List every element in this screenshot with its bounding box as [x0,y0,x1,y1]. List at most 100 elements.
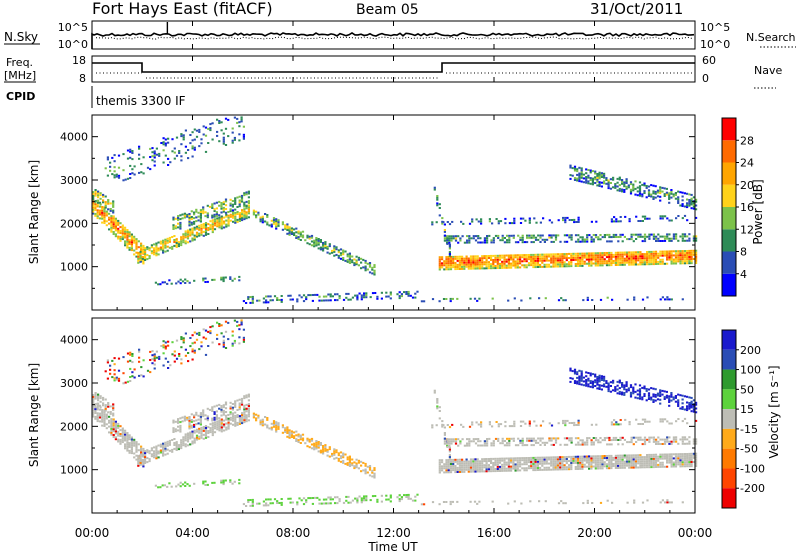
power-cell [588,254,591,257]
power-cell [199,216,202,219]
power-cell [155,147,158,150]
velocity-cell [594,381,597,384]
power-cell [162,141,165,144]
velocity-cell [562,419,565,422]
velocity-cell [573,424,576,427]
velocity-cell [295,434,298,437]
power-cell [650,233,653,236]
power-cell [231,131,234,134]
velocity-cell [559,468,562,471]
power-cell [496,258,499,261]
power-cell [646,296,649,299]
velocity-cell [449,461,453,463]
power-cell [514,254,517,257]
power-cell [199,220,202,223]
velocity-cell [218,343,221,346]
power-cell [184,278,187,281]
power-cell [355,259,358,262]
power-cell [596,174,599,177]
power-cell [634,253,637,256]
velocity-cell [139,455,142,458]
velocity-cell [317,450,320,453]
velocity-cell [681,402,684,405]
power-cell [668,219,671,222]
velocity-cell [229,481,232,483]
power-cell [195,235,199,238]
velocity-cell [96,408,99,411]
velocity-cell [521,442,524,444]
power-cell [579,260,582,263]
velocity-cell [541,462,544,465]
velocity-cell [218,423,221,426]
power-cell [275,225,278,228]
velocity-cell [241,418,244,421]
velocity-cell [647,388,651,391]
power-cell [162,161,165,164]
velocity-cell [579,463,582,466]
velocity-cell [450,438,453,441]
power-cell [443,237,446,240]
velocity-cell [568,460,571,462]
velocity-cell [220,408,223,411]
power-cell [605,254,609,256]
velocity-cell [585,380,588,383]
power-cell [173,151,176,154]
power-cell [598,181,601,184]
velocity-cell [572,455,575,458]
velocity-cell [505,467,508,470]
power-cell [234,217,237,220]
power-cell [478,267,481,270]
power-cell [268,224,271,227]
power-cell [184,242,187,245]
velocity-cell [223,419,226,422]
velocity-cell [240,397,244,400]
velocity-cell [641,396,644,399]
velocity-cell [638,384,642,387]
velocity-cell [583,457,586,460]
power-cell [317,241,320,244]
power-cell [277,219,280,222]
velocity-cell [569,377,572,380]
velocity-cell [583,465,586,468]
velocity-cell [102,398,105,401]
power-cell [576,170,579,173]
power-cell [365,292,368,295]
velocity-cell [557,437,560,440]
power-cell [654,192,657,195]
velocity-cell [612,463,615,465]
power-cell [681,298,684,301]
velocity-cell [683,453,687,455]
velocity-cell [638,393,642,396]
velocity-cell [610,459,613,461]
velocity-cell [97,395,100,398]
velocity-cell [554,441,558,444]
power-cell [110,224,113,227]
power-cell [229,215,232,218]
velocity-cell [220,332,223,335]
velocity-cell [128,436,131,439]
velocity-cell [467,464,470,467]
power-cell [652,184,655,187]
velocity-cell [552,443,555,446]
velocity-cell [175,447,178,449]
velocity-cell [488,437,491,440]
power-cell [225,223,228,226]
power-cell [452,262,455,264]
velocity-cell [679,394,682,397]
velocity-cell [580,383,583,386]
velocity-cell [438,467,441,470]
power-cell [191,227,194,230]
velocity-cell [456,460,459,463]
power-cell [452,264,455,267]
velocity-cell [648,436,651,439]
power-cell [605,177,608,180]
velocity-cell [621,443,624,446]
power-cell [101,211,104,214]
power-cell [574,234,578,237]
velocity-cell [146,449,149,452]
power-cell [476,263,479,266]
velocity-cell [447,467,450,470]
velocity-cell [180,445,183,448]
velocity-cell [227,423,230,426]
power-cell [576,256,580,259]
